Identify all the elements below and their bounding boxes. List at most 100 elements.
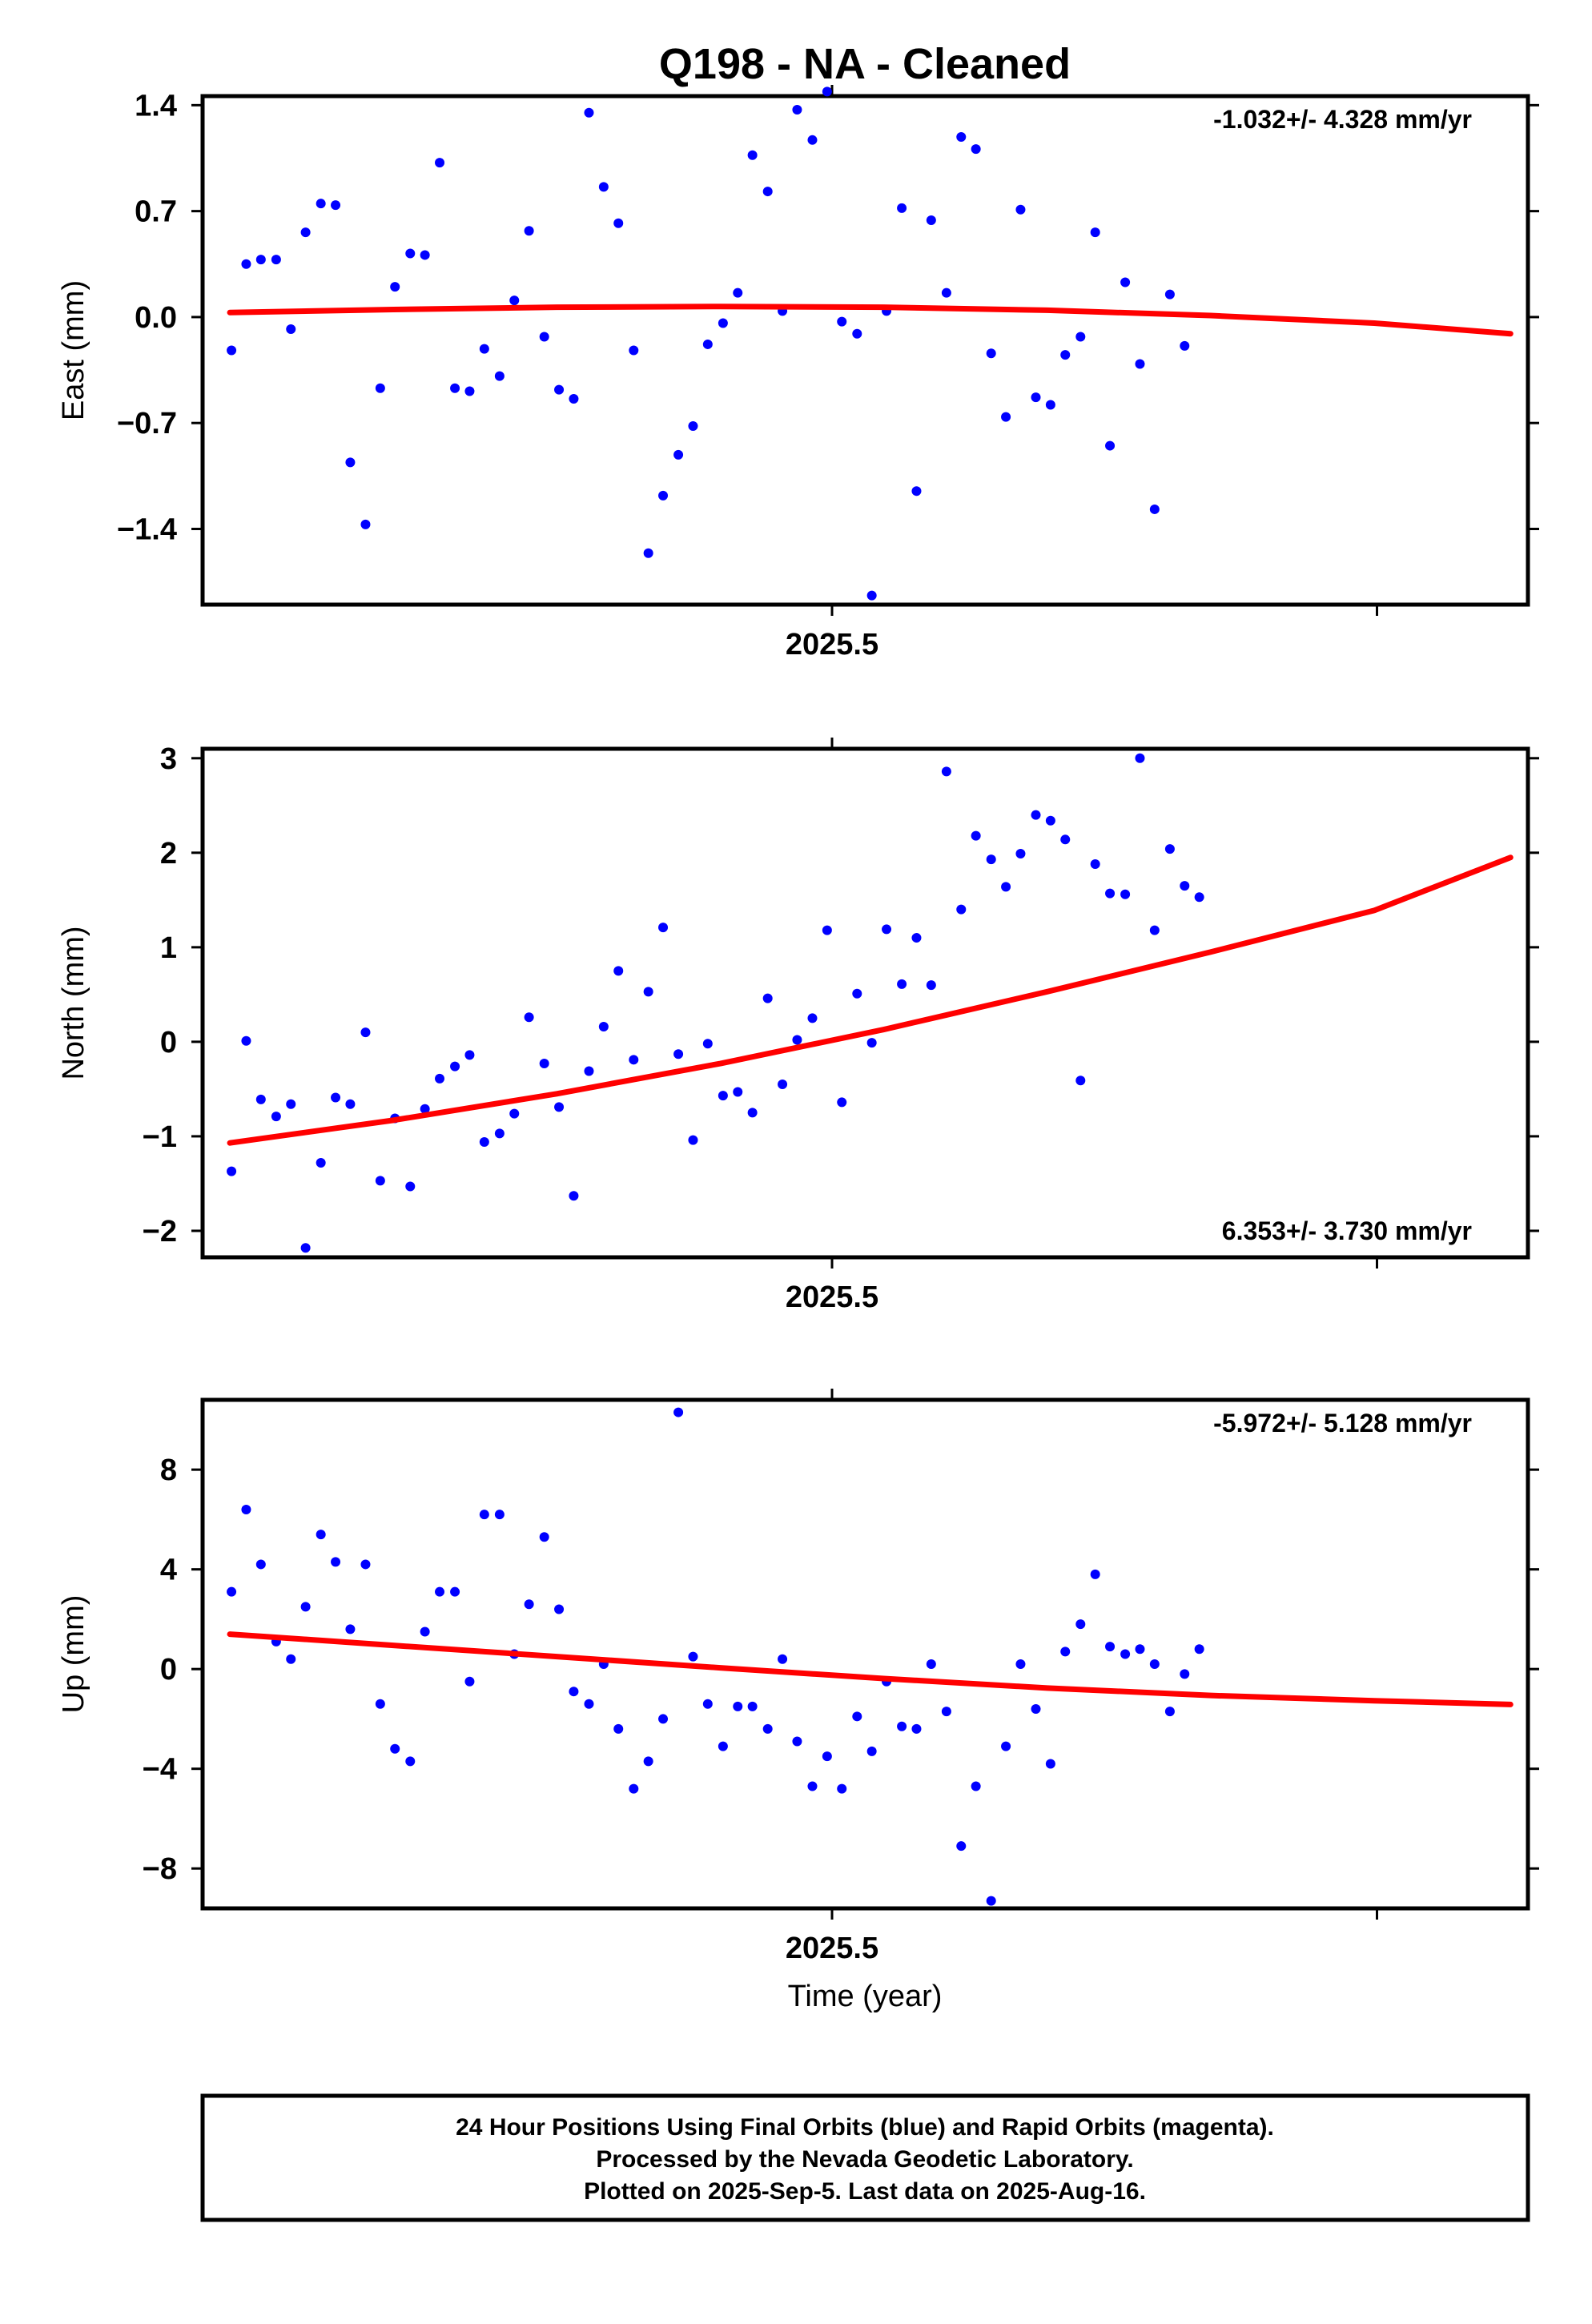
north-data-point [747,1108,758,1118]
up-panel: −8 −4 0 4 8 2025.5 Up (mm) -5.972+/- 5.128 mm/y… [57,1389,1539,1965]
east-ytick-label: 0.0 [135,301,177,335]
east-data-point [524,226,534,236]
up-data-point [613,1723,624,1734]
north-data-point [941,766,951,777]
east-data-point [1015,204,1026,215]
north-data-point [1194,892,1204,903]
east-data-point [241,259,251,269]
up-data-point [792,1736,802,1747]
north-data-point [271,1112,281,1122]
north-data-point [986,854,996,865]
north-data-point [1180,881,1190,891]
east-data-point [956,132,967,143]
up-data-point [1001,1741,1011,1751]
east-data-point [316,199,326,209]
up-ytick-label: 0 [160,1653,177,1687]
up-data-point [822,1751,832,1762]
north-data-point [1031,810,1041,820]
east-data-point [1120,277,1131,287]
north-data-point [300,1243,311,1253]
north-data-point [255,1094,266,1104]
up-data-point [524,1599,534,1610]
east-rate-label: -1.032+/- 4.328 mm/yr [1213,105,1472,134]
up-data-point [956,1841,967,1852]
up-data-point [360,1559,371,1570]
x-axis-label: Time (year) [788,1980,943,2013]
east-data-point [822,86,832,97]
east-data-point [629,345,639,356]
north-panel: −2 −1 0 1 2 3 2025.5 North (mm) 6.353+/- 3.730 m… [57,738,1539,1314]
north-data-point [1060,834,1071,845]
north-data-point [1075,1076,1086,1086]
up-data-point [747,1701,758,1711]
east-data-point [643,548,653,558]
up-data-point [345,1624,356,1634]
up-data-point [807,1781,818,1791]
up-data-point [941,1707,951,1717]
north-data-point [331,1092,341,1103]
up-data-point [1164,1707,1175,1717]
north-data-point [524,1012,534,1023]
north-data-point [926,980,936,991]
up-ytick-label: −8 [143,1852,177,1886]
north-data-point [792,1035,802,1045]
up-data-point [629,1783,639,1794]
up-data-point [1060,1647,1071,1657]
north-data-point [509,1108,520,1119]
north-ytick-label: 1 [160,931,177,965]
up-data-point [688,1651,698,1662]
up-data-point [911,1723,922,1734]
north-ytick-label: 2 [160,837,177,870]
east-data-point [1001,412,1011,422]
east-data-point [375,383,385,393]
up-data-point [569,1687,579,1697]
up-data-point [762,1723,773,1734]
east-data-point [1060,350,1071,360]
east-ytick-label: −1.4 [117,513,177,547]
north-frame [200,746,1530,1260]
up-data-point [435,1586,445,1597]
up-data-point [316,1530,326,1540]
north-data-point [286,1099,296,1109]
north-data-point [1149,925,1160,935]
up-data-point [450,1586,460,1597]
up-data-point [1120,1649,1131,1659]
east-data-point [554,384,565,395]
north-data-point [598,1022,609,1032]
north-data-point [450,1061,460,1072]
north-data-point [360,1027,371,1038]
footer-line-1: 24 Hour Positions Using Final Orbits (bl… [456,2114,1274,2141]
north-data-point [539,1059,549,1069]
east-frame [200,94,1530,607]
north-data-point [1164,844,1175,854]
up-data-point [718,1741,728,1751]
north-data-point [1105,888,1116,899]
east-data-point [837,316,847,327]
east-data-point [926,215,936,225]
east-data-point [539,332,549,342]
east-ytick-label: 0.7 [135,195,177,229]
up-data-point [405,1756,416,1767]
east-data-point [1090,227,1100,238]
east-data-point [598,182,609,192]
north-ytick-label: −1 [143,1120,177,1154]
east-data-point [271,255,281,265]
up-rate-label: -5.972+/- 5.128 mm/yr [1213,1409,1472,1437]
north-data-point [822,925,832,935]
east-trend-line [227,304,1514,337]
east-data-point [345,457,356,468]
east-data-point [1105,440,1116,451]
east-data-point [464,386,475,396]
north-data-point [629,1055,639,1065]
north-ytick-label: 0 [160,1026,177,1059]
north-xtick-label: 2025.5 [786,1281,878,1314]
east-data-point [762,187,773,197]
east-data-point [866,590,877,601]
north-data-point [1001,882,1011,892]
up-data-point [1135,1644,1145,1655]
up-data-point [733,1701,743,1711]
up-data-point [241,1504,251,1514]
east-data-point [479,344,489,354]
east-ytick-label: 1.4 [135,89,177,123]
